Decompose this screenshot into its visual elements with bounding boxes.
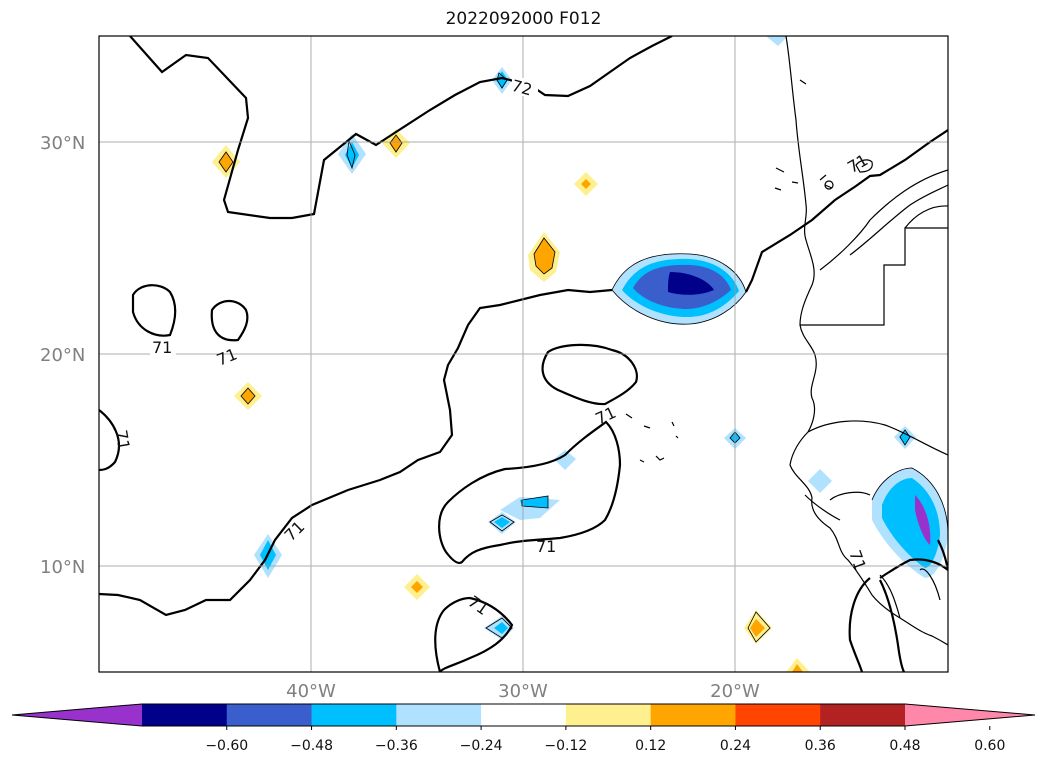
coastlines <box>625 36 948 646</box>
colorbar-tick-label: 0.36 <box>805 738 836 754</box>
contour-label: 71 <box>111 428 133 451</box>
lat-label: 20°N <box>40 345 85 366</box>
lat-axis: 30°N 20°N 10°N <box>40 133 85 578</box>
lon-label: 30°W <box>498 681 548 702</box>
colorbar-outline <box>11 703 1036 727</box>
colorbar-segment <box>481 704 567 726</box>
colorbar-segment <box>565 704 652 726</box>
contour-label: 71 <box>152 338 172 357</box>
colorbar-tick-label: −0.60 <box>205 738 248 754</box>
colorbar-segment <box>735 704 821 726</box>
colorbar-segment <box>396 704 482 726</box>
lat-label: 10°N <box>40 557 85 578</box>
colorbar-extend-low <box>12 704 142 726</box>
colorbar-tick-label: 0.12 <box>635 738 666 754</box>
lon-label: 40°W <box>286 681 336 702</box>
lon-axis: 40°W 30°W 20°W <box>286 681 760 702</box>
map-title: 2022092000 F012 <box>445 9 602 29</box>
lon-label: 20°W <box>710 681 760 702</box>
colorbar-tick-label: 0.60 <box>974 738 1005 754</box>
colorbar-segment <box>226 704 313 726</box>
colorbar-extend-high <box>905 704 1035 726</box>
colorbar-tick-label: −0.12 <box>544 738 587 754</box>
contour-label: 71 <box>536 537 556 556</box>
colorbar: −0.60 −0.48 −0.36 −0.24 −0.12 0.12 0.24 0.36 0.4… <box>11 703 1036 754</box>
colorbar-segment <box>820 704 906 726</box>
lat-label: 30°N <box>40 133 85 154</box>
colorbar-segment <box>142 704 228 726</box>
colorbar-tick-label: 0.48 <box>889 738 920 754</box>
contour-label: 72 <box>510 76 535 100</box>
colorbar-segment <box>650 704 736 726</box>
colorbar-tick-label: −0.24 <box>460 738 503 754</box>
colorbar-tick-label: −0.36 <box>375 738 418 754</box>
colorbar-tick-label: −0.48 <box>290 738 333 754</box>
colorbar-segment <box>311 704 397 726</box>
colorbar-tick-label: 0.24 <box>720 738 751 754</box>
gridlines <box>99 36 948 672</box>
map-frame <box>98 35 949 673</box>
